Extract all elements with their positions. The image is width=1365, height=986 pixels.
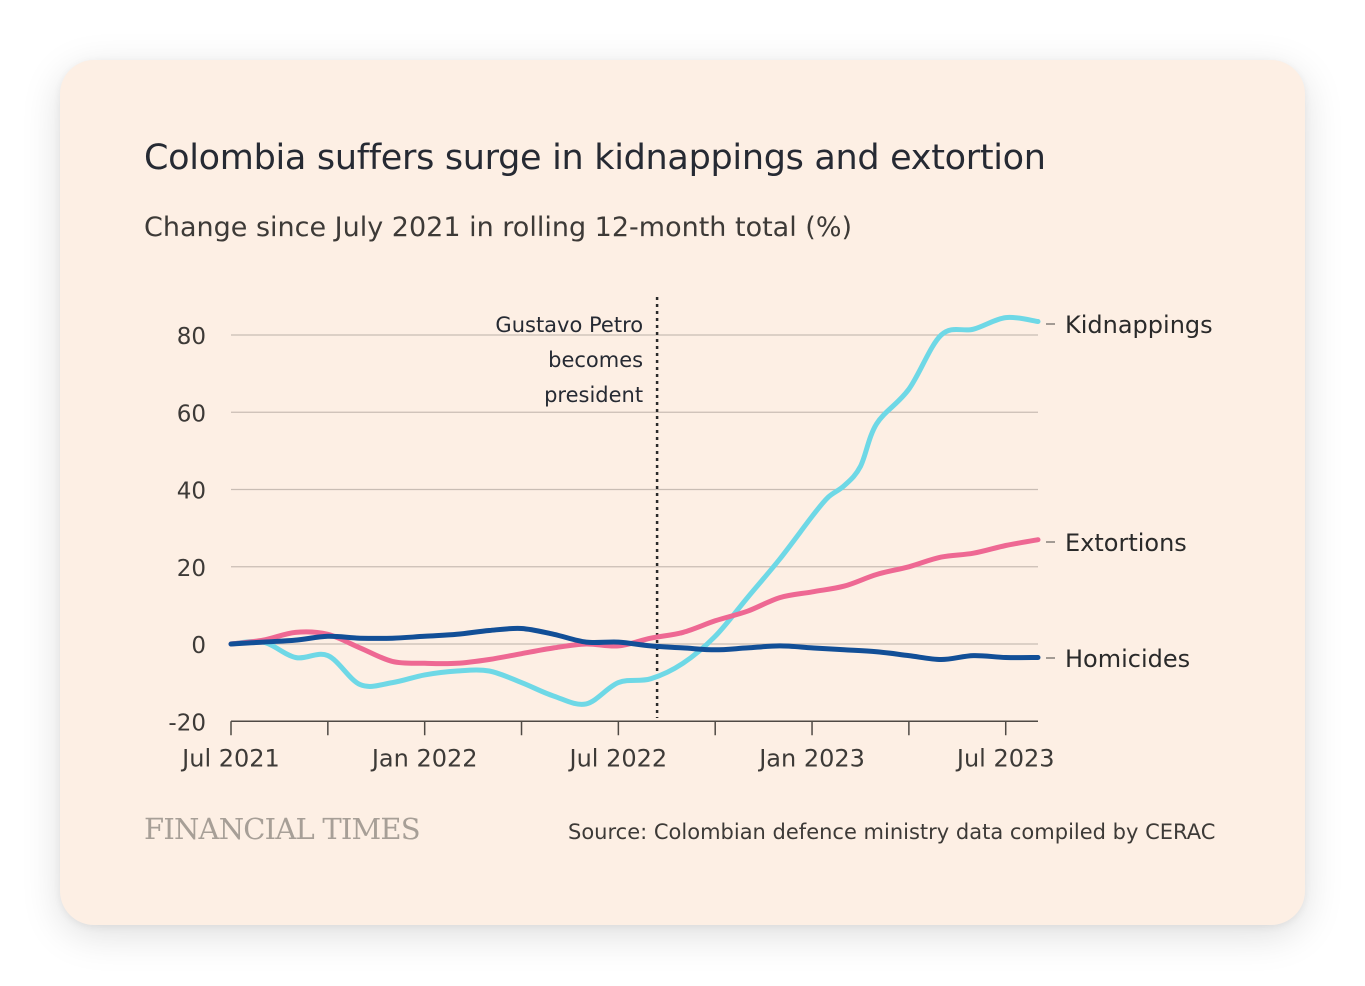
chart-card: Colombia suffers surge in kidnappings an… xyxy=(60,60,1305,925)
chart-subtitle: Change since July 2021 in rolling 12-mon… xyxy=(144,212,853,243)
x-tick-label: Jan 2022 xyxy=(370,744,478,772)
series-label-kidnappings: Kidnappings xyxy=(1065,311,1213,339)
x-tick-label: Jul 2023 xyxy=(955,744,1055,772)
annotation-layer: Gustavo Petro becomes president xyxy=(495,297,659,718)
source-note: Source: Colombian defence ministry data … xyxy=(568,820,1216,844)
series-line-homicides xyxy=(228,625,1041,662)
y-tick-label: 40 xyxy=(177,479,206,505)
y-tick-label: 80 xyxy=(177,324,206,350)
x-tick-label: Jan 2023 xyxy=(757,744,865,772)
line-chart: -20 0 20 40 60 80 Jul 2021 Jan 2022 Jul 2022 Jan… xyxy=(168,297,1213,772)
annotation-text: president xyxy=(544,383,643,407)
annotation-text: Gustavo Petro xyxy=(495,313,643,337)
series-label-extortions: Extortions xyxy=(1065,529,1187,557)
chart-title: Colombia suffers surge in kidnappings an… xyxy=(144,138,1046,178)
y-tick-label: 20 xyxy=(177,556,206,582)
series-label-homicides: Homicides xyxy=(1065,645,1190,673)
x-tick-label: Jul 2021 xyxy=(180,744,280,772)
x-axis: Jul 2021 Jan 2022 Jul 2022 Jan 2023 Jul 2023 xyxy=(180,720,1055,772)
x-tick-label: Jul 2022 xyxy=(568,744,668,772)
series-labels: Kidnappings Extortions Homicides xyxy=(1046,311,1213,673)
y-tick-label: -20 xyxy=(168,710,206,736)
series-line-kidnappings xyxy=(228,314,1041,707)
ft-logo: FINANCIAL TIMES xyxy=(144,812,421,846)
y-tick-label: 0 xyxy=(191,633,206,659)
y-tick-label: 60 xyxy=(177,401,206,427)
series-layer xyxy=(228,314,1041,707)
annotation-text: becomes xyxy=(548,348,643,372)
